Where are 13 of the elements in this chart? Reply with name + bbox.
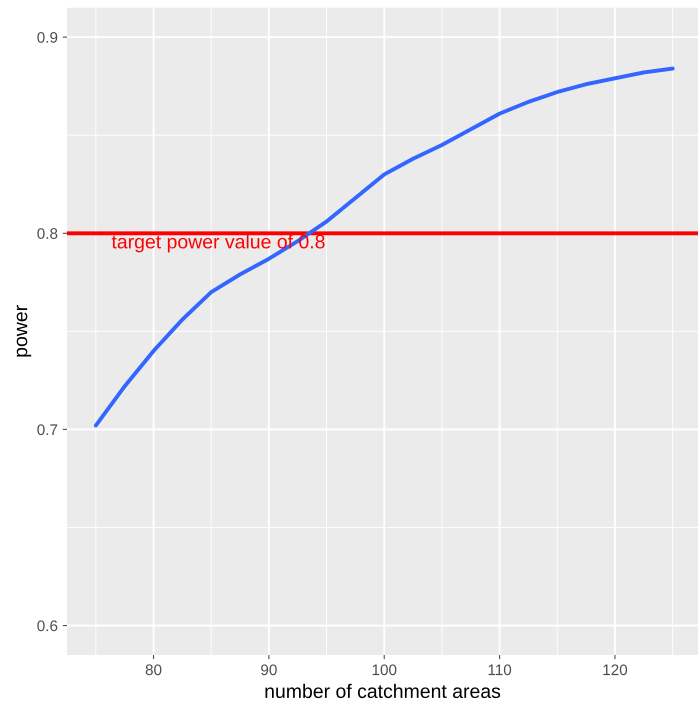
y-tick-label: 0.9 bbox=[37, 32, 58, 43]
x-tick-label: 120 bbox=[603, 664, 628, 676]
annotation: target power value of 0.8 bbox=[112, 234, 325, 252]
line-series bbox=[94, 66, 675, 428]
x-axis-title: number of catchment areas bbox=[265, 684, 500, 698]
x-tick-label: 110 bbox=[488, 664, 512, 676]
y-axis-title: power bbox=[16, 305, 32, 357]
x-tick-label: 100 bbox=[372, 664, 396, 676]
y-tick-label: 0.7 bbox=[37, 424, 58, 436]
x-tick-label: 80 bbox=[146, 664, 162, 676]
y-tick-label: 0.6 bbox=[37, 620, 58, 632]
y-tick-label: 0.8 bbox=[37, 228, 58, 239]
x-tick-label: 90 bbox=[261, 664, 277, 676]
